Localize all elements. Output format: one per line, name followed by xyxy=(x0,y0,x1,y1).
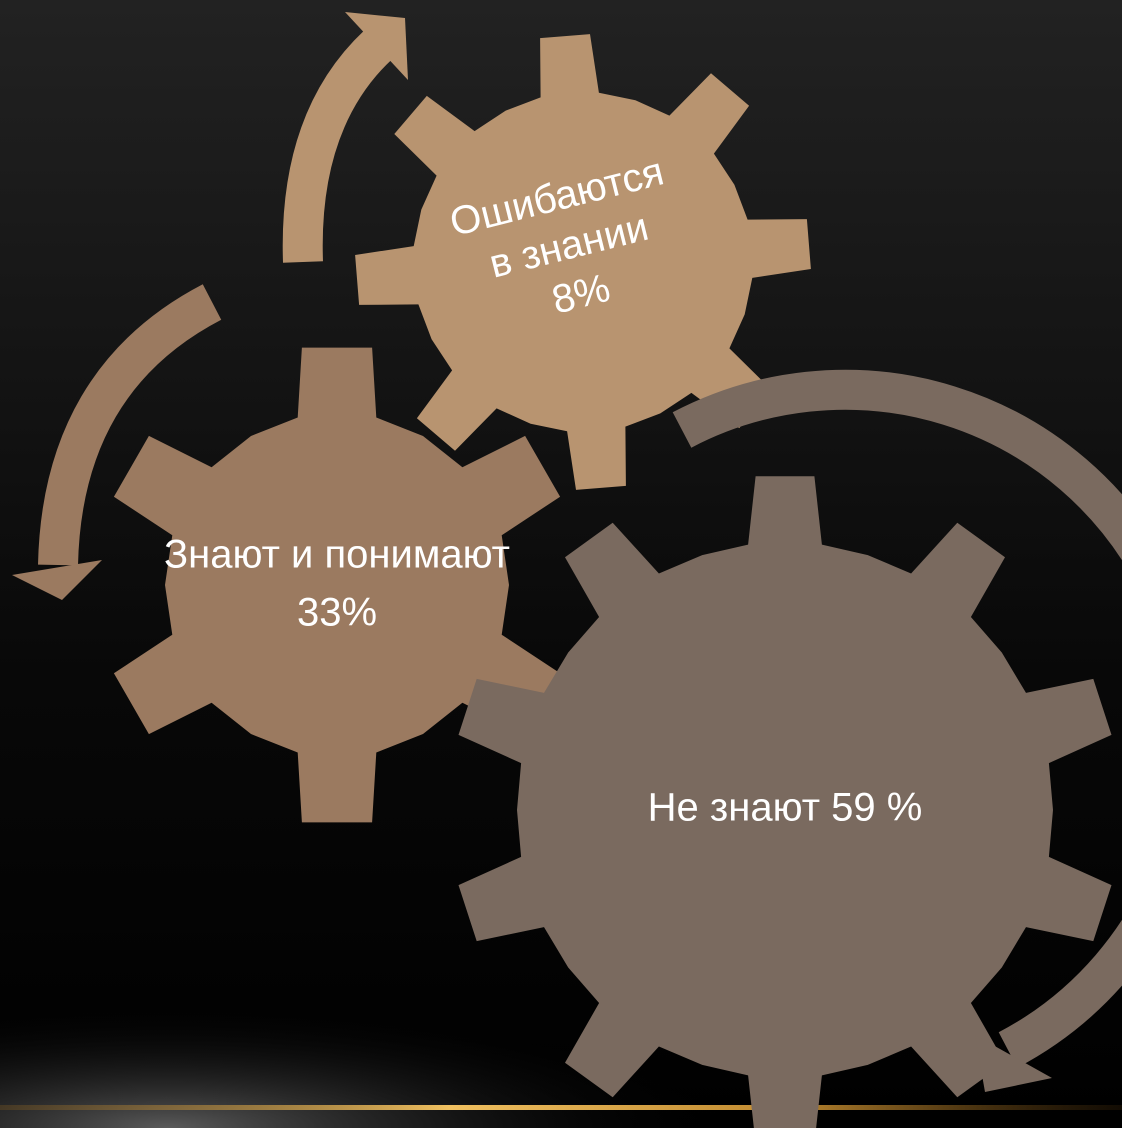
gear-label-big: Не знают 59 % xyxy=(648,786,923,830)
label-line: 33% xyxy=(297,591,377,635)
label-line: Не знают 59 % xyxy=(648,786,923,830)
gold-line xyxy=(0,1105,1122,1110)
slide: Ошибаются в знании 8% Знают и понимают 3… xyxy=(0,0,1122,1128)
label-line: Знают и понимают xyxy=(164,533,510,577)
page: Ошибаются в знании 8% Знают и понимают 3… xyxy=(0,0,1122,1128)
